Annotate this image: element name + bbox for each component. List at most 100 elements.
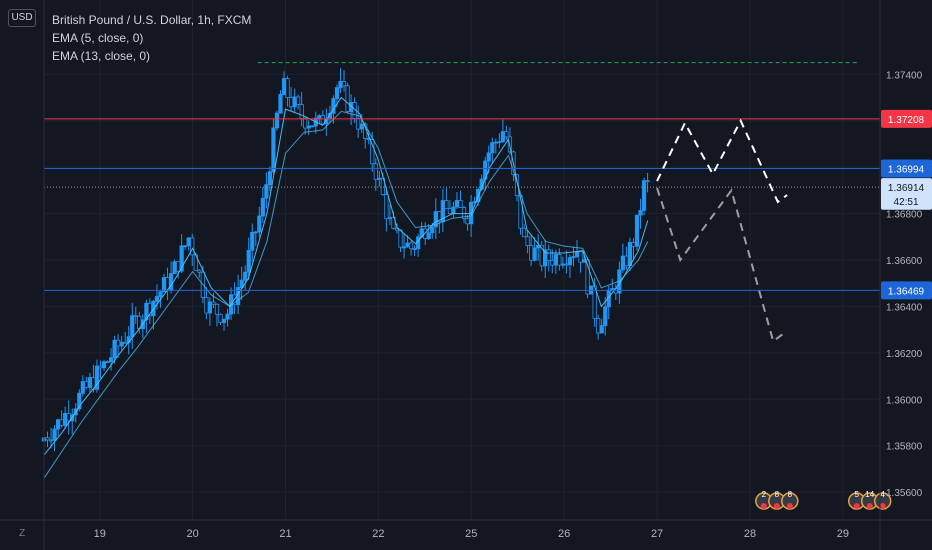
candle-body xyxy=(557,254,562,266)
candle-body xyxy=(108,357,114,363)
currency-badge[interactable]: USD xyxy=(8,9,36,27)
candle-body xyxy=(296,96,301,105)
candle-body xyxy=(550,259,555,266)
candle-body xyxy=(610,288,615,291)
candle-body xyxy=(370,139,375,165)
y-tick-label: 1.36200 xyxy=(886,349,923,360)
candle-body xyxy=(310,125,315,128)
candle-body xyxy=(214,303,220,315)
candle-body xyxy=(444,200,449,210)
candle-body xyxy=(405,242,410,248)
candle-body xyxy=(461,207,467,219)
price-label-box xyxy=(881,109,932,128)
candle-body xyxy=(560,263,565,266)
y-tick-label: 1.35800 xyxy=(886,442,923,453)
candle-body xyxy=(246,249,251,273)
x-tick-label: 29 xyxy=(837,528,849,540)
candle-body xyxy=(338,81,343,89)
candle-body xyxy=(59,419,64,426)
candle-body xyxy=(408,242,414,250)
candle-body xyxy=(398,229,403,248)
candle-body xyxy=(267,171,273,186)
candle-body xyxy=(45,437,50,441)
price-label: 1.36914 xyxy=(888,183,925,194)
event-count-label: 4 xyxy=(880,490,885,499)
grid xyxy=(44,0,880,520)
event-marker-group: 5 14 4 xyxy=(847,490,892,510)
candle-body xyxy=(334,87,340,99)
candle-body xyxy=(112,339,117,359)
candle-body xyxy=(574,251,580,257)
projection-drawings xyxy=(656,118,788,343)
candle-body xyxy=(634,214,640,247)
candle-body xyxy=(306,125,311,129)
x-tick-label: 25 xyxy=(465,528,477,540)
flag-icon xyxy=(879,503,886,509)
flag-icon xyxy=(866,503,873,509)
flag-icon xyxy=(760,503,767,509)
candle-body xyxy=(299,104,304,119)
candle-body xyxy=(292,96,297,108)
candle-body xyxy=(271,127,276,173)
price-label-box xyxy=(881,191,932,210)
price-label: 42:51 xyxy=(893,197,918,208)
candle-body xyxy=(101,361,107,369)
candle-body xyxy=(218,313,223,323)
y-tick-label: 1.36600 xyxy=(886,256,923,267)
candle-body xyxy=(130,315,135,338)
candle-body xyxy=(486,152,491,162)
candle-body xyxy=(645,180,650,183)
candle-body xyxy=(426,232,431,239)
candle-body xyxy=(133,315,138,318)
candle-body xyxy=(451,206,456,214)
candle-body xyxy=(500,131,505,143)
horizontal-lines xyxy=(44,62,880,291)
candle-body xyxy=(176,261,181,272)
candle-body xyxy=(66,413,71,422)
candle-body xyxy=(260,197,265,217)
candle-body xyxy=(377,177,382,180)
projection-path-white xyxy=(656,118,788,204)
ema-13-line xyxy=(43,110,649,479)
candle-body xyxy=(87,377,92,388)
x-tick-label: 21 xyxy=(279,528,291,540)
y-tick-label: 1.36000 xyxy=(886,395,923,406)
x-tick-label: 28 xyxy=(744,528,756,540)
candle-body xyxy=(250,231,255,251)
x-tick-label: 20 xyxy=(186,528,198,540)
candle-body xyxy=(641,180,647,211)
candle-body xyxy=(578,251,583,263)
candle-body xyxy=(525,236,530,246)
candle-body xyxy=(52,428,57,441)
candle-body xyxy=(384,194,389,220)
candle-body xyxy=(94,365,100,390)
candle-body xyxy=(207,301,212,314)
candle-body xyxy=(631,242,636,247)
candle-body xyxy=(186,237,191,247)
x-tick-label: 26 xyxy=(558,528,570,540)
candle-body xyxy=(596,317,601,334)
price-label-box xyxy=(881,178,932,197)
candle-body xyxy=(77,392,82,410)
candle-body xyxy=(168,273,174,291)
candle-body xyxy=(571,256,576,259)
ema-5-line xyxy=(43,96,649,456)
candle-body xyxy=(638,210,643,216)
candle-body xyxy=(264,184,269,199)
candle-body xyxy=(493,141,498,144)
candle-body xyxy=(341,81,347,87)
zoom-button[interactable]: Z xyxy=(19,528,26,539)
flag-icon xyxy=(786,503,793,509)
candle-body xyxy=(546,249,551,261)
candle-body xyxy=(391,217,396,229)
candle-body xyxy=(532,247,537,261)
candle-body xyxy=(105,361,110,364)
y-tick-label: 1.36400 xyxy=(886,302,923,313)
candle-body xyxy=(56,419,61,430)
symbol-title: British Pound / U.S. Dollar, 1h, FXCM xyxy=(52,13,252,27)
candle-body xyxy=(225,313,230,320)
candle-body xyxy=(504,131,509,138)
candle-body xyxy=(458,200,463,208)
